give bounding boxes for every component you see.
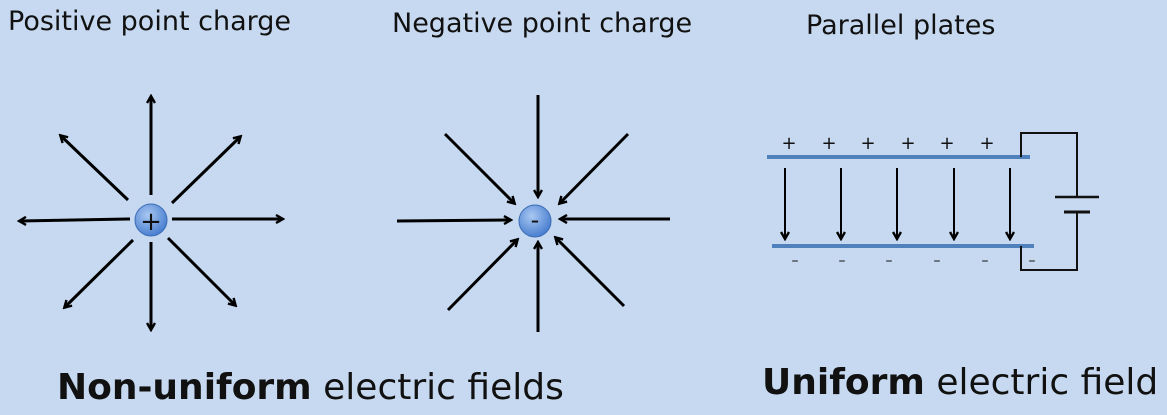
plus-signs: + + + + + + [781,133,994,154]
field-arrow-from-top-left [443,132,514,203]
field-arrow-down-left [65,238,135,307]
field-arrow-from-bottom-right [556,238,626,308]
uniform-caption-rest: electric field [924,362,1159,403]
uniform-caption-bold: Uniform [762,362,925,403]
minus-sign: – [839,253,846,269]
plus-sign: + [821,133,836,154]
plus-sign: + [781,133,796,154]
parallel-plates: + + + + + + – – – – – – [767,132,1099,271]
plus-sign: + [939,133,954,154]
negative-charge-title: Negative point charge [392,8,693,39]
field-arrow-up-left [61,136,130,202]
field-arrow-from-left [396,220,510,221]
minus-sign: – [886,253,893,269]
plus-sign: + [860,133,875,154]
field-arrow-from-bottom-left [446,240,517,312]
top-wire [1020,132,1078,197]
field-arrow-down-right [166,236,235,305]
uniform-field-arrows [785,168,1010,238]
battery-circuit [1020,132,1099,271]
positive-field-lines [20,97,282,329]
bottom-wire [1020,212,1078,271]
uniform-caption: Uniform electric field [762,362,1158,403]
positive-charge-title: Positive point charge [8,6,291,37]
minus-sign: – [982,253,989,269]
positive-charge: + [134,203,168,237]
non-uniform-caption-rest: electric fields [311,367,564,408]
minus-signs: – – – – – – [792,253,1036,269]
minus-sign: – [934,253,941,269]
field-arrow-left [20,219,131,221]
non-uniform-caption: Non-uniform electric fields [57,367,564,408]
plus-sign: + [900,133,915,154]
negative-field-lines [396,95,670,332]
field-arrow-from-top-right [560,132,630,203]
plus-sign: + [979,133,994,154]
parallel-plates-title: Parallel plates [806,10,996,41]
negative-charge: - [518,204,552,238]
negative-charge-symbol: - [531,206,540,234]
minus-sign: – [1029,253,1036,269]
field-arrow-up-right [170,137,240,205]
non-uniform-caption-bold: Non-uniform [57,367,312,408]
positive-charge-symbol: + [140,207,162,237]
minus-sign: – [792,253,799,269]
